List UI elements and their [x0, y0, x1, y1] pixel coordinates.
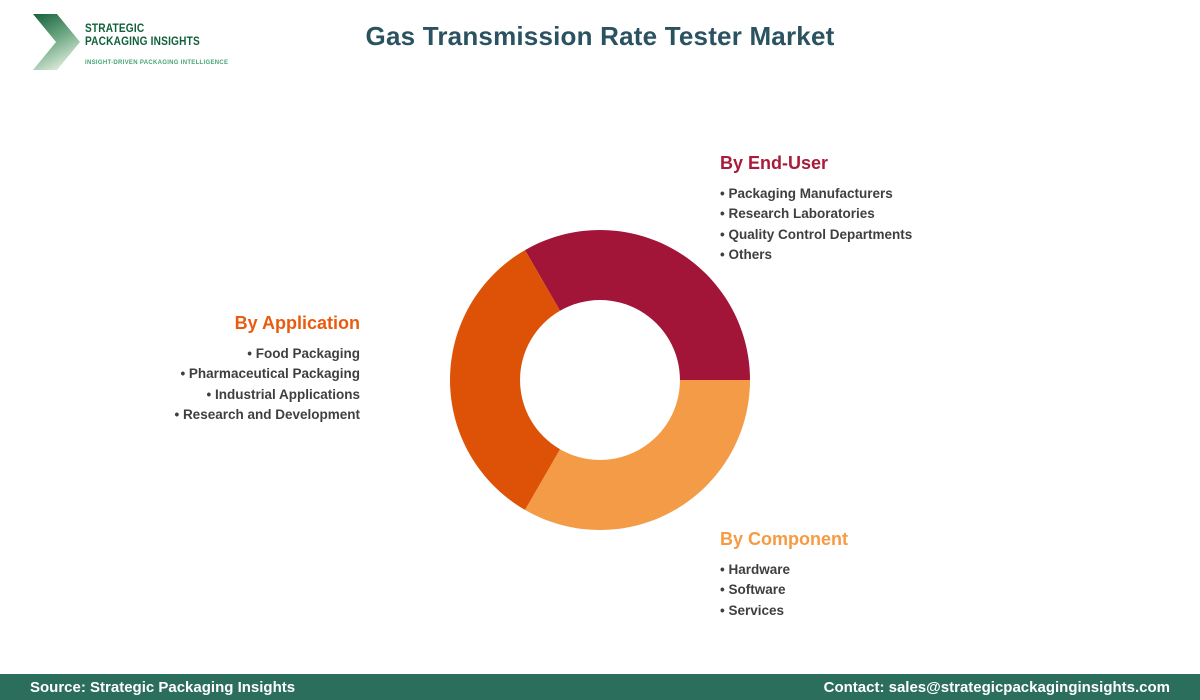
donut-segment-by-component — [525, 380, 750, 530]
group-heading-component: By Component — [720, 529, 848, 549]
footer-bar: Source: Strategic Packaging Insights Con… — [0, 674, 1200, 700]
list-item: Others — [720, 245, 912, 265]
chevron-logo-icon — [33, 14, 80, 70]
group-heading-application: By Application — [234, 313, 360, 333]
list-item: Research and Development — [174, 405, 360, 425]
brand-name-line2: PACKAGING INSIGHTS — [85, 36, 200, 48]
list-item: Pharmaceutical Packaging — [174, 364, 360, 384]
segment-group-end-user: By End-User Packaging ManufacturersResea… — [720, 153, 912, 265]
group-list-end-user: Packaging ManufacturersResearch Laborato… — [720, 184, 912, 265]
page-title: Gas Transmission Rate Tester Market — [365, 21, 835, 51]
list-item: Research Laboratories — [720, 204, 912, 224]
segment-group-application: By Application Food PackagingPharmaceuti… — [174, 313, 360, 425]
list-item: Quality Control Departments — [720, 225, 912, 245]
list-item: Hardware — [720, 560, 848, 580]
group-heading-end-user: By End-User — [720, 153, 829, 173]
list-item: Industrial Applications — [174, 385, 360, 405]
brand-tagline: INSIGHT-DRIVEN PACKAGING INTELLIGENCE — [85, 60, 229, 66]
footer-source: Source: Strategic Packaging Insights — [30, 678, 296, 696]
donut-segment-by-end-user — [525, 230, 750, 380]
group-list-application: Food PackagingPharmaceutical PackagingIn… — [174, 344, 360, 425]
segment-group-component: By Component HardwareSoftwareServices — [720, 529, 848, 621]
group-list-component: HardwareSoftwareServices — [720, 560, 848, 621]
brand-name-line1: STRATEGIC — [85, 23, 145, 35]
list-item: Packaging Manufacturers — [720, 184, 912, 204]
donut-chart — [445, 225, 755, 535]
footer-contact: Contact: sales@strategicpackaginginsight… — [823, 678, 1170, 696]
brand-logo: STRATEGIC PACKAGING INSIGHTS INSIGHT-DRI… — [33, 13, 263, 75]
donut-segment-by-application — [450, 250, 561, 510]
list-item: Food Packaging — [174, 344, 360, 364]
donut-chart-svg — [450, 230, 750, 530]
list-item: Services — [720, 601, 848, 621]
list-item: Software — [720, 580, 848, 600]
